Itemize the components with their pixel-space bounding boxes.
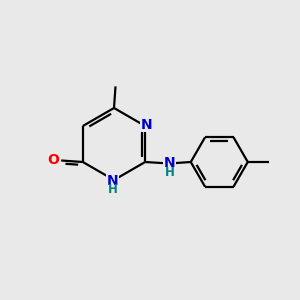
Text: O: O: [47, 154, 59, 167]
Text: H: H: [165, 166, 175, 179]
Text: N: N: [141, 118, 152, 132]
Text: H: H: [108, 183, 118, 196]
Text: N: N: [164, 156, 176, 170]
Text: N: N: [107, 174, 118, 188]
